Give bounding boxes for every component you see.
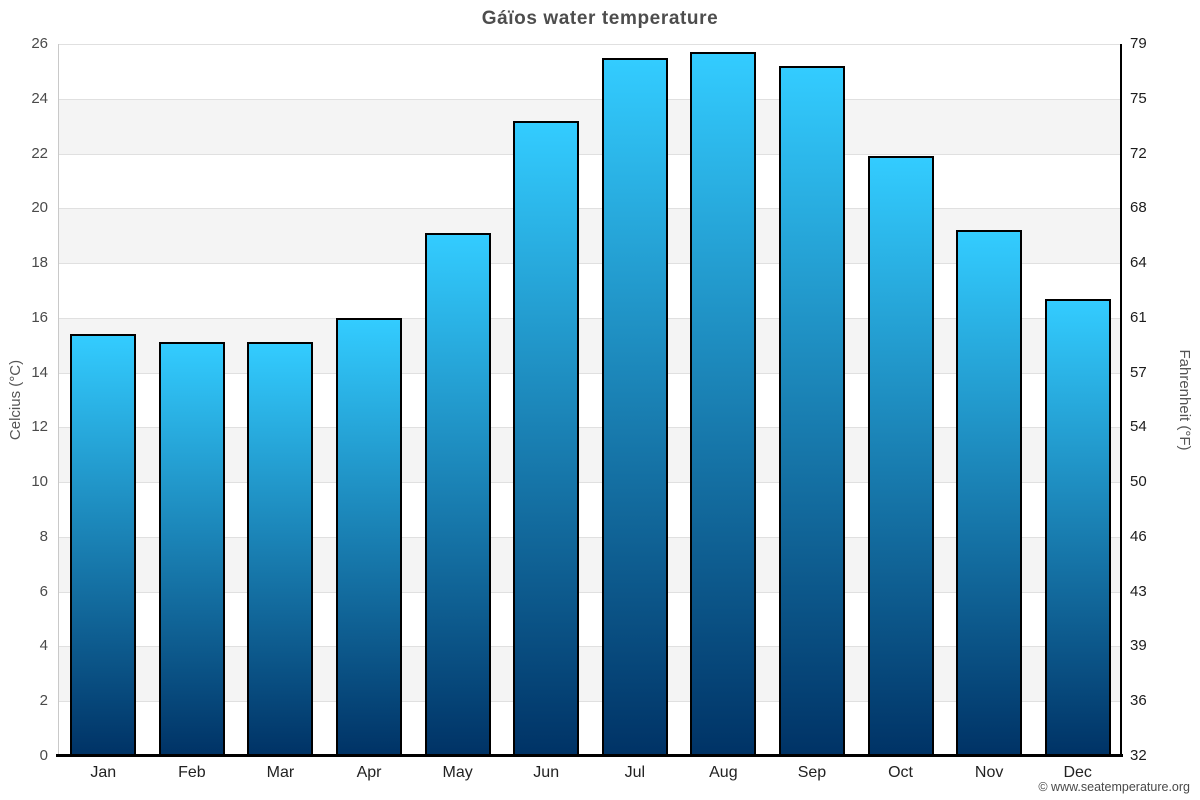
y-tick-celsius: 14 <box>31 363 48 381</box>
x-tick-nov: Nov <box>974 764 1004 781</box>
y-tick-celsius: 4 <box>39 637 48 655</box>
y-tick-fahrenheit: 46 <box>1130 527 1147 545</box>
gridline <box>59 154 1122 155</box>
bar-jan[interactable] <box>70 334 137 756</box>
y-tick-celsius: 22 <box>31 144 48 162</box>
bar-nov[interactable] <box>956 230 1023 756</box>
y-tick-fahrenheit: 50 <box>1130 473 1147 491</box>
y-tick-fahrenheit: 36 <box>1130 692 1147 710</box>
gridline <box>59 537 1122 538</box>
bar-apr[interactable] <box>336 317 403 756</box>
gridline <box>59 373 1122 374</box>
plot-band <box>59 208 1122 264</box>
copyright-link[interactable]: © www.seatemperature.org <box>1038 780 1190 794</box>
x-tick-jul: Jul <box>624 764 646 781</box>
y-tick-fahrenheit: 39 <box>1130 637 1147 655</box>
bar-mar[interactable] <box>247 342 314 756</box>
y-tick-fahrenheit: 57 <box>1130 363 1147 381</box>
plot-band <box>59 536 1122 592</box>
gridline <box>59 208 1122 209</box>
y-tick-fahrenheit: 75 <box>1130 89 1147 107</box>
bar-dec[interactable] <box>1044 298 1111 756</box>
bar-oct[interactable] <box>867 156 934 756</box>
y-tick-celsius: 16 <box>31 308 48 326</box>
x-tick-mar: Mar <box>266 764 295 781</box>
plot-band <box>59 317 1122 373</box>
gridline <box>59 318 1122 319</box>
y-tick-celsius: 8 <box>39 527 48 545</box>
y-tick-fahrenheit: 72 <box>1130 144 1147 162</box>
y-tick-fahrenheit: 43 <box>1130 582 1147 600</box>
gridline <box>59 592 1122 593</box>
y-tick-celsius: 0 <box>39 747 48 764</box>
x-tick-jan: Jan <box>90 764 117 781</box>
y-tick-celsius: 18 <box>31 254 48 272</box>
y-tick-fahrenheit: 68 <box>1130 199 1147 217</box>
gridline <box>59 646 1122 647</box>
y-axis-line-right <box>1120 44 1122 756</box>
bar-feb[interactable] <box>158 342 225 756</box>
x-axis-line <box>56 754 1123 757</box>
y-tick-celsius: 12 <box>31 418 48 436</box>
bar-may[interactable] <box>424 232 491 756</box>
y-axis-line-left <box>58 44 59 756</box>
y-tick-celsius: 26 <box>31 35 48 52</box>
gridline <box>59 263 1122 264</box>
bar-aug[interactable] <box>690 52 757 756</box>
y-tick-celsius: 6 <box>39 582 48 600</box>
gridline <box>59 44 1122 45</box>
plot-area <box>59 44 1122 756</box>
gridline <box>59 99 1122 100</box>
gridline <box>59 427 1122 428</box>
x-tick-dec: Dec <box>1063 764 1092 781</box>
plot-band <box>59 98 1122 154</box>
gridline <box>59 482 1122 483</box>
y-tick-fahrenheit: 32 <box>1130 747 1147 764</box>
y-tick-fahrenheit: 64 <box>1130 254 1147 272</box>
y-tick-fahrenheit: 61 <box>1130 308 1147 326</box>
x-tick-sep: Sep <box>797 764 827 781</box>
y-tick-fahrenheit: 54 <box>1130 418 1147 436</box>
y-tick-celsius: 20 <box>31 199 48 217</box>
bar-jun[interactable] <box>513 120 580 756</box>
bar-sep[interactable] <box>778 65 845 756</box>
plot-band <box>59 646 1122 702</box>
x-tick-aug: Aug <box>709 764 738 781</box>
y-tick-fahrenheit: 79 <box>1130 35 1147 52</box>
y-axis-title-fahrenheit: Fahrenheit (°F) <box>1176 349 1193 451</box>
gridline <box>59 701 1122 702</box>
x-tick-feb: Feb <box>178 764 206 781</box>
plot-band <box>59 427 1122 483</box>
x-tick-oct: Oct <box>888 764 913 781</box>
bar-jul[interactable] <box>601 57 668 756</box>
chart-title: Gáïos water temperature <box>481 8 719 29</box>
y-tick-celsius: 2 <box>39 692 48 710</box>
x-tick-may: May <box>442 764 473 781</box>
x-tick-jun: Jun <box>533 764 560 781</box>
x-tick-apr: Apr <box>356 764 382 781</box>
y-tick-celsius: 24 <box>31 89 48 107</box>
y-tick-celsius: 10 <box>31 473 48 491</box>
